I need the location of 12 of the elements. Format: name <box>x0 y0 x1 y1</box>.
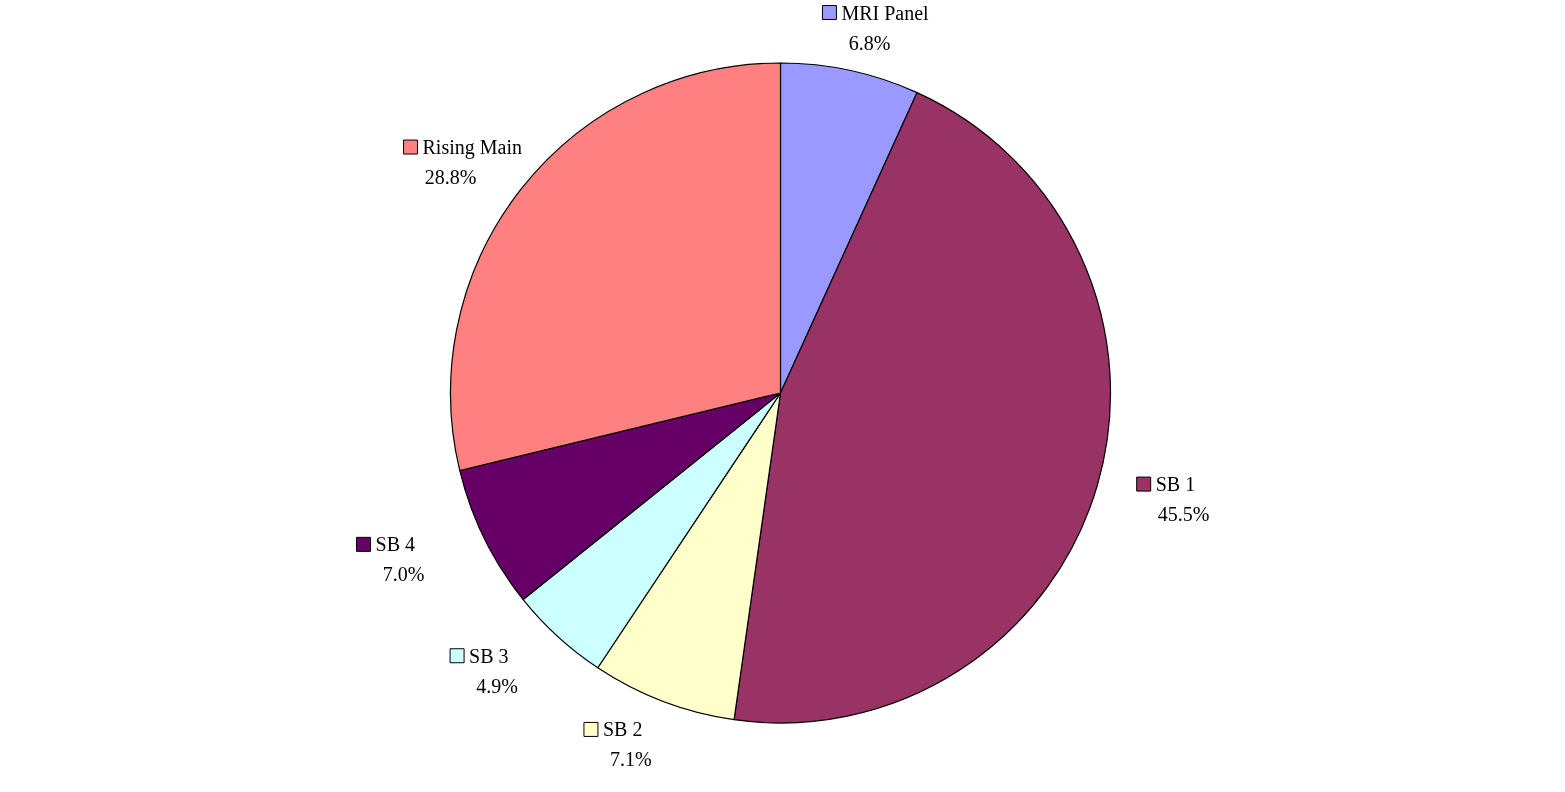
data-label: 28.8% <box>424 166 477 189</box>
data-label: 7.1% <box>610 748 652 771</box>
legend-label: SB 3 <box>469 644 509 667</box>
legend-label: SB 1 <box>1155 473 1196 496</box>
legend-label: SB 4 <box>375 533 415 556</box>
legend-label: MRI Panel <box>841 1 930 24</box>
data-label: 45.5% <box>1157 503 1210 526</box>
data-label: 4.9% <box>476 674 518 697</box>
data-label: 6.8% <box>848 31 891 54</box>
legend-label: SB 2 <box>602 718 643 741</box>
legend-label: Rising Main <box>422 136 522 160</box>
data-label: 7.0% <box>382 563 425 586</box>
